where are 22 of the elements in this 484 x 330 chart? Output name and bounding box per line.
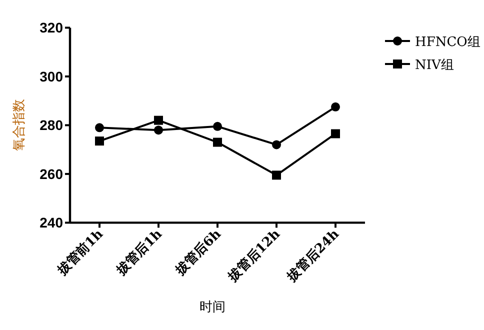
point xyxy=(95,136,104,146)
point xyxy=(213,138,222,147)
x-tick-label: 拔管后1h xyxy=(112,226,166,279)
y-tick-label: 280 xyxy=(40,117,64,134)
point xyxy=(213,122,222,131)
x-axis-title: 时间 xyxy=(200,300,226,315)
point xyxy=(272,140,281,150)
x-tick-label: 拔管后6h xyxy=(172,226,225,279)
point xyxy=(272,170,281,180)
y-tick-label: 260 xyxy=(40,166,64,182)
legend-label: HFNCO组 xyxy=(415,35,480,50)
point xyxy=(331,102,340,112)
point xyxy=(95,123,104,132)
y-tick-label: 320 xyxy=(40,20,64,36)
legend-label: NIV组 xyxy=(415,58,454,73)
y-axis-title: 氧合指数 xyxy=(12,99,27,152)
point xyxy=(154,116,163,125)
y-tick-label: 300 xyxy=(40,68,64,84)
x-tick-label: 拔管后24h xyxy=(283,226,343,286)
point xyxy=(154,126,163,135)
point xyxy=(331,129,340,138)
x-tick-label: 拔管后12h xyxy=(224,226,284,286)
